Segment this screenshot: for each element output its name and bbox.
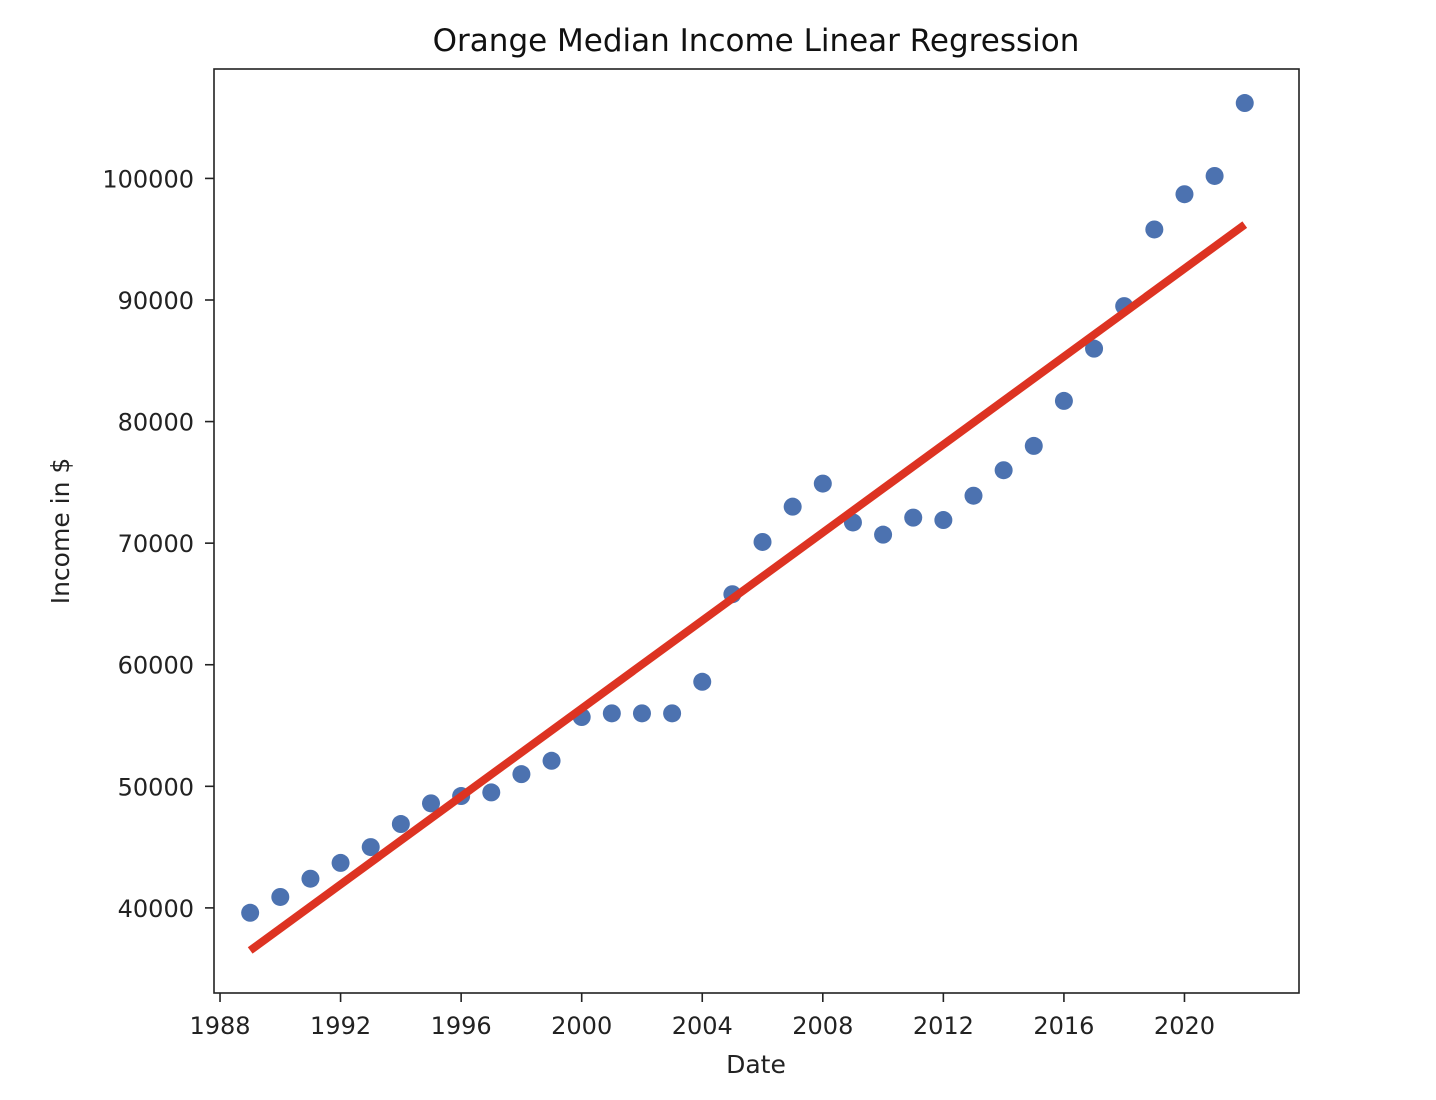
plot-frame — [213, 68, 1300, 994]
x-tick-label: 2016 — [1033, 1012, 1094, 1040]
regression-line-layer — [247, 221, 1248, 954]
y-tick-label: 100000 — [102, 165, 194, 193]
data-point — [331, 853, 350, 872]
data-point — [1145, 220, 1164, 239]
data-point — [512, 765, 531, 784]
x-tick-label: 2008 — [792, 1012, 853, 1040]
data-point — [693, 672, 712, 691]
data-point — [361, 838, 380, 857]
chart-title: Orange Median Income Linear Regression — [433, 23, 1080, 59]
x-tick-label: 1996 — [431, 1012, 492, 1040]
y-tick-label: 50000 — [118, 773, 194, 801]
data-point — [1024, 436, 1043, 455]
data-point — [1175, 185, 1194, 204]
x-axis-label: Date — [726, 1050, 786, 1079]
x-tick-label: 1988 — [189, 1012, 250, 1040]
data-point — [482, 783, 501, 802]
x-axis-ticks: 1988 1992 1996 2000 2004 2008 2012 2016 2020 — [189, 993, 1215, 1040]
y-tick-label: 60000 — [118, 652, 194, 680]
regression-line — [247, 221, 1248, 954]
data-point — [542, 751, 561, 770]
data-point — [813, 474, 832, 493]
data-point — [602, 704, 621, 723]
data-point — [904, 508, 923, 527]
data-point — [422, 794, 440, 813]
x-tick-label: 2012 — [913, 1012, 974, 1040]
data-point — [964, 486, 983, 505]
plot-area: 1988 1992 1996 2000 2004 2008 2012 2016 2020 400… — [102, 68, 1300, 1040]
data-point — [783, 497, 802, 516]
data-point — [1054, 391, 1073, 410]
data-point — [1085, 339, 1104, 358]
y-tick-label: 70000 — [118, 530, 194, 558]
data-point — [934, 511, 953, 530]
scatter-points — [241, 94, 1254, 922]
data-point — [663, 704, 682, 723]
data-point — [1205, 166, 1224, 185]
data-point — [391, 815, 410, 834]
x-tick-label: 2020 — [1154, 1012, 1215, 1040]
y-tick-label: 90000 — [118, 287, 194, 315]
x-tick-label: 2000 — [551, 1012, 612, 1040]
data-point — [632, 704, 651, 723]
y-axis-label: Income in $ — [46, 458, 75, 605]
data-point — [301, 869, 320, 888]
data-point — [241, 903, 260, 922]
y-tick-label: 80000 — [118, 409, 194, 437]
x-tick-label: 1992 — [310, 1012, 371, 1040]
x-tick-label: 2004 — [672, 1012, 733, 1040]
data-point — [874, 525, 893, 544]
y-tick-label: 40000 — [118, 895, 194, 923]
data-point — [1235, 94, 1254, 113]
data-point — [753, 532, 772, 551]
y-axis-ticks: 40000 50000 60000 70000 80000 90000 100000 — [102, 165, 214, 923]
data-point — [994, 461, 1013, 480]
data-point — [271, 887, 290, 906]
